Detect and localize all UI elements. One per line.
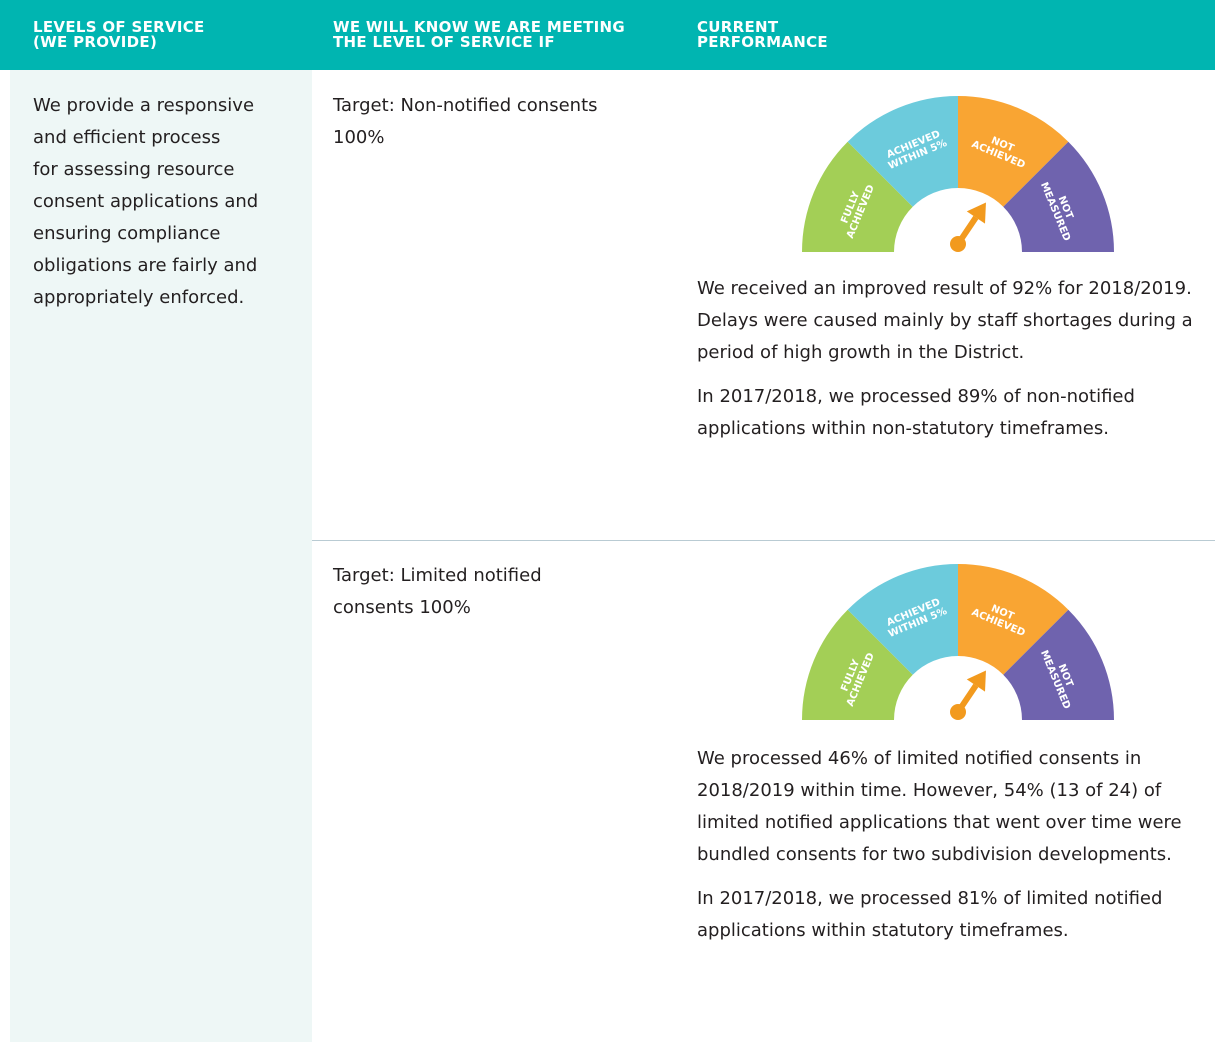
gauge-segment — [1003, 609, 1114, 720]
header-cell: WE WILL KNOW WE ARE MEETING THE LEVEL OF … — [333, 20, 625, 50]
target: Target: Limited notified consents 100% — [333, 560, 542, 624]
header-cell: CURRENT PERFORMANCE — [697, 20, 828, 50]
text-line: Target: Limited notified — [333, 565, 542, 586]
gauge-segment — [958, 96, 1069, 207]
header-cell: LEVELS OF SERVICE (WE PROVIDE) — [33, 20, 205, 50]
header-text: WE WILL KNOW WE ARE MEETING — [333, 18, 626, 36]
paragraph: In 2017/2018, we processed 81% of limite… — [697, 888, 1163, 941]
gauge-segment — [1003, 141, 1114, 252]
text-line: Target: Non-notified consents — [333, 95, 598, 116]
needle-hub — [950, 704, 966, 720]
text-line: consents 100% — [333, 597, 471, 618]
target: Target: Non-notified consents 100% — [333, 90, 598, 154]
gauge-segment — [802, 609, 913, 720]
performance: We processed 46% of limited notified con… — [697, 743, 1195, 959]
needle-head — [966, 670, 986, 692]
text-line: and efficient process — [33, 127, 221, 148]
column-background — [10, 70, 312, 1042]
text-line: obligations are fairly and — [33, 255, 258, 276]
gauge-segment — [958, 564, 1069, 675]
needle-head — [966, 202, 986, 224]
gauge-segment — [802, 141, 913, 252]
header-text: LEVELS OF SERVICE — [33, 18, 205, 36]
paragraph: In 2017/2018, we processed 89% of non-no… — [697, 386, 1135, 439]
performance: We received an improved result of 92% fo… — [697, 273, 1195, 457]
row-divider — [312, 540, 1215, 541]
needle-hub — [950, 236, 966, 252]
text-line: ensuring compliance — [33, 223, 221, 244]
gauge-segment — [847, 564, 958, 675]
level-of-service: We provide a responsive and efficient pro… — [33, 90, 258, 314]
paragraph: We processed 46% of limited notified con… — [697, 748, 1182, 865]
text-line: We provide a responsive — [33, 95, 255, 116]
text-line: appropriately enforced. — [33, 287, 245, 308]
text-line: 100% — [333, 127, 385, 148]
header-text: PERFORMANCE — [697, 33, 828, 51]
gauge-segment — [847, 96, 958, 207]
text-line: consent applications and — [33, 191, 259, 212]
paragraph: We received an improved result of 92% fo… — [697, 278, 1193, 363]
header-text: THE LEVEL OF SERVICE IF — [333, 33, 555, 51]
header-text: (WE PROVIDE) — [33, 33, 158, 51]
header-bar: LEVELS OF SERVICE (WE PROVIDE) WE WILL KNO… — [0, 0, 1215, 70]
header-text: CURRENT — [697, 18, 779, 36]
text-line: for assessing resource — [33, 159, 235, 180]
